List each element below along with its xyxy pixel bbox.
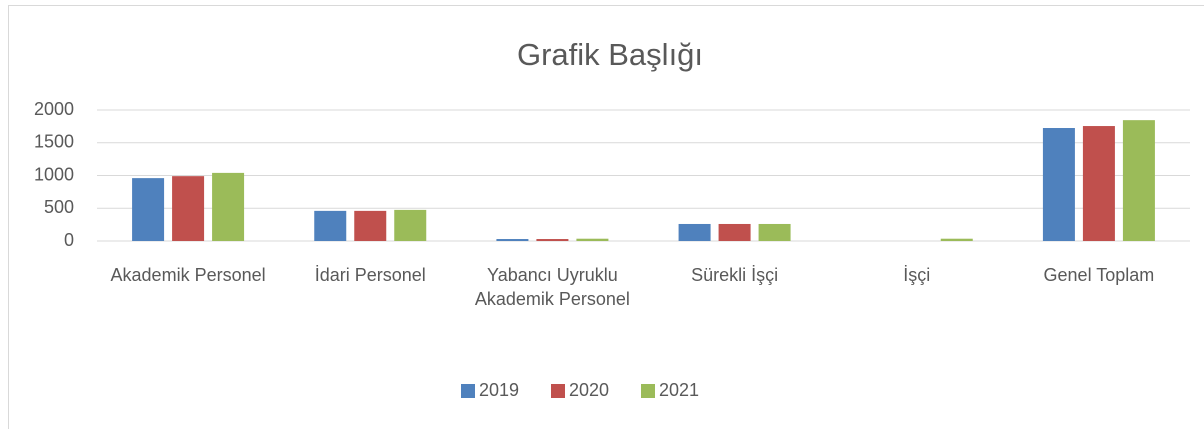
y-tick-label: 1000	[34, 164, 74, 184]
bar	[1082, 126, 1115, 241]
bar	[940, 238, 973, 241]
legend-label: 2019	[479, 380, 519, 400]
bar	[212, 172, 245, 241]
legend-label: 2020	[569, 380, 609, 400]
x-tick-label: Akademik Personel	[110, 265, 266, 285]
legend-swatch	[461, 384, 475, 398]
bar	[1042, 128, 1075, 241]
y-tick-label: 0	[64, 230, 74, 250]
legend-swatch	[551, 384, 565, 398]
bar	[314, 210, 347, 241]
chart-title: Grafik Başlığı	[517, 37, 703, 72]
x-tick-label: İşçi	[903, 265, 931, 285]
bar	[1122, 120, 1155, 241]
bar	[758, 223, 791, 241]
y-tick-label: 500	[44, 197, 74, 217]
x-tick-label: Genel Toplam	[1043, 265, 1155, 285]
bar	[496, 239, 529, 241]
x-tick-label: Yabancı Uyruklu Akademik Personel	[474, 265, 630, 309]
x-tick-label: Sürekli İşçi	[691, 265, 779, 285]
x-tick-label: İdari Personel	[314, 265, 426, 285]
bar	[536, 239, 569, 241]
bar	[576, 238, 609, 241]
bar	[172, 176, 205, 241]
y-tick-label: 1500	[34, 132, 74, 152]
bar	[132, 178, 165, 241]
chart-frame	[8, 5, 1204, 429]
bar	[394, 209, 427, 241]
bar	[718, 223, 751, 241]
legend-label: 2021	[659, 380, 699, 400]
legend-swatch	[641, 384, 655, 398]
bar	[678, 223, 711, 241]
bar	[354, 210, 387, 241]
y-tick-label: 2000	[34, 99, 74, 119]
